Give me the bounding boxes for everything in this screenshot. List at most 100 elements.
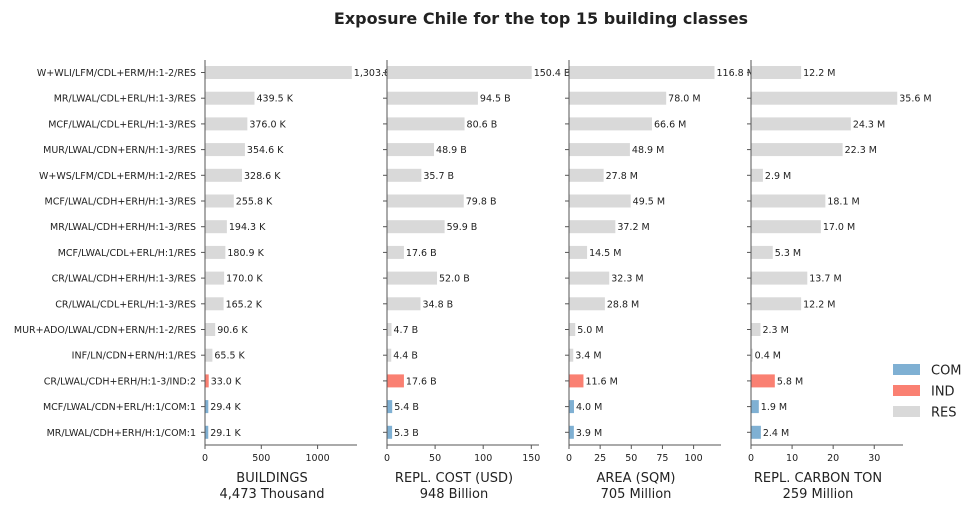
bar xyxy=(569,143,630,157)
bar xyxy=(387,91,478,105)
data-label: 170.0 K xyxy=(226,274,263,285)
bar xyxy=(205,323,216,336)
data-label: 150.4 B xyxy=(534,68,571,79)
bar xyxy=(751,374,775,388)
panel-3: 116.8 M 78.0 M 66.6 M 48.9 M 27.8 M 49.5 M 37.… xyxy=(565,60,755,502)
data-label: 35.6 M xyxy=(899,94,931,105)
x-tick-label: 20 xyxy=(827,453,839,464)
bar xyxy=(569,400,574,414)
bar xyxy=(205,91,255,105)
data-label: 28.8 M xyxy=(607,299,639,310)
data-label: 94.5 B xyxy=(480,94,511,105)
legend-swatch xyxy=(893,385,920,396)
bar xyxy=(569,168,604,182)
data-label: 14.5 M xyxy=(589,248,621,259)
data-label: 2.9 M xyxy=(765,171,791,182)
category-label: CR/LWAL/CDH+ERH/H:1-3/RES xyxy=(52,274,196,285)
bar xyxy=(387,297,421,311)
x-axis-total: 948 Billion xyxy=(420,487,489,502)
data-label: 2.4 M xyxy=(763,428,789,439)
data-label: 4.7 B xyxy=(394,325,419,336)
data-label: 48.9 M xyxy=(632,145,664,156)
x-tick-label: 30 xyxy=(868,453,880,464)
bar xyxy=(387,220,445,234)
data-label: 52.0 B xyxy=(439,274,470,285)
x-tick-label: 50 xyxy=(625,453,637,464)
bar xyxy=(205,425,209,439)
bar xyxy=(387,143,435,157)
bar xyxy=(751,297,802,311)
bar xyxy=(387,400,393,414)
legend-swatch xyxy=(893,364,920,375)
bar xyxy=(387,348,392,362)
data-label: 376.0 K xyxy=(249,119,286,130)
data-label: 34.8 B xyxy=(422,299,453,310)
bar xyxy=(387,323,392,336)
x-axis-total: 259 Million xyxy=(783,487,854,502)
legend-swatch xyxy=(893,406,920,417)
bar xyxy=(205,168,242,182)
data-label: 116.8 M xyxy=(717,68,755,79)
category-label: MCF/LWAL/CDN+ERL/H:1/COM:1 xyxy=(43,402,196,413)
category-label: MR/LWAL/CDL+ERL/H:1-3/RES xyxy=(54,94,196,105)
data-label: 255.8 K xyxy=(236,197,273,208)
category-label: MCF/LWAL/CDH+ERH/H:1-3/RES xyxy=(45,197,196,208)
category-label: MCF/LWAL/CDL+ERL/H:1/RES xyxy=(58,248,196,259)
data-label: 49.5 M xyxy=(633,197,665,208)
bar xyxy=(569,297,605,311)
bar xyxy=(205,117,248,131)
bar xyxy=(751,323,761,336)
data-label: 24.3 M xyxy=(853,119,885,130)
legend-label: COM xyxy=(931,364,962,379)
bar xyxy=(387,168,422,182)
bar xyxy=(569,194,631,208)
bar xyxy=(205,194,234,208)
x-tick-label: 0 xyxy=(202,453,208,464)
data-label: 65.5 K xyxy=(214,351,245,362)
data-label: 5.3 B xyxy=(394,428,419,439)
category-label: MR/LWAL/CDH+ERH/H:1/COM:1 xyxy=(47,428,196,439)
bar xyxy=(751,194,826,208)
category-label: INF/LN/CDN+ERN/H:1/RES xyxy=(72,351,196,362)
data-label: 17.6 B xyxy=(406,248,437,259)
data-label: 59.9 B xyxy=(447,222,478,233)
x-tick-label: 150 xyxy=(522,453,540,464)
data-label: 3.4 M xyxy=(575,351,601,362)
x-tick-label: 75 xyxy=(656,453,668,464)
bar xyxy=(387,117,465,131)
data-label: 4.0 M xyxy=(576,402,602,413)
data-label: 13.7 M xyxy=(809,274,841,285)
category-label: MUR+ADO/LWAL/CDN+ERN/H:1-2/RES xyxy=(14,325,196,336)
bar xyxy=(205,374,209,388)
data-label: 33.0 K xyxy=(211,376,242,387)
x-tick-label: 0 xyxy=(748,453,754,464)
bar xyxy=(751,220,821,234)
category-label: MUR/LWAL/CDN+ERN/H:1-3/RES xyxy=(43,145,196,156)
bar xyxy=(387,245,404,259)
x-axis-label: REPL. CARBON TON xyxy=(754,471,882,486)
legend-label: RES xyxy=(931,406,957,421)
bar xyxy=(569,117,652,131)
category-label: W+WS/LFM/CDL+ERM/H:1-2/RES xyxy=(39,171,196,182)
x-tick-label: 500 xyxy=(252,453,270,464)
x-axis-total: 705 Million xyxy=(601,487,672,502)
x-tick-label: 100 xyxy=(685,453,703,464)
x-axis-total: 4,473 Thousand xyxy=(220,487,325,502)
bar xyxy=(205,66,352,79)
data-label: 22.3 M xyxy=(845,145,877,156)
bar xyxy=(751,66,802,79)
x-tick-label: 10 xyxy=(786,453,798,464)
data-label: 4.4 B xyxy=(393,351,418,362)
x-tick-label: 1000 xyxy=(305,453,329,464)
bar xyxy=(569,66,715,79)
data-label: 5.4 B xyxy=(394,402,419,413)
data-label: 180.9 K xyxy=(227,248,264,259)
data-label: 17.6 B xyxy=(406,376,437,387)
bar xyxy=(205,400,209,414)
bar xyxy=(205,348,213,362)
category-labels: W+WLI/LFM/CDL+ERM/H:1-2/RES MR/LWAL/CDL+E… xyxy=(14,68,196,439)
bar xyxy=(751,245,773,259)
data-label: 18.1 M xyxy=(827,197,859,208)
bar xyxy=(751,143,843,157)
